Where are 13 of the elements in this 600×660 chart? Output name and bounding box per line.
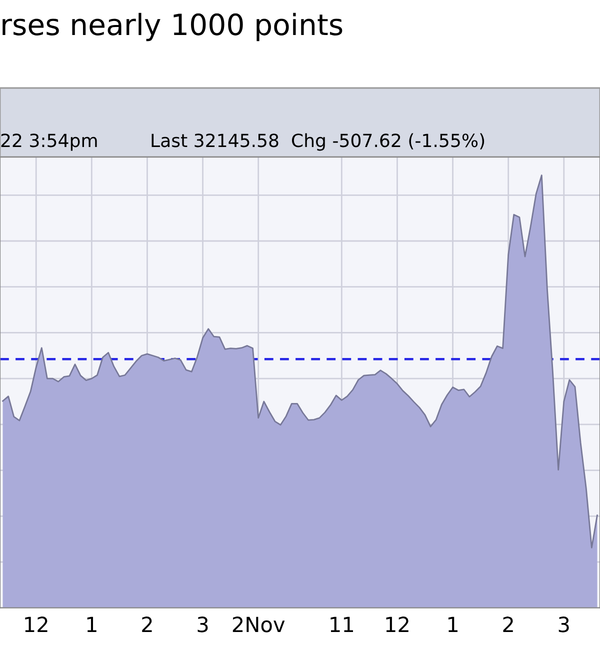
x-tick-label: 2 [503, 616, 513, 632]
x-tick-label: 12 [25, 616, 48, 632]
x-tick-label: 3 [558, 616, 569, 632]
x-tick-label: 2 [142, 616, 152, 632]
x-tick-label: 3 [198, 616, 208, 632]
x-tick-label: 2Nov [232, 616, 285, 632]
text: 22 3:54pm [1, 134, 97, 151]
x-tick-label: 1 [87, 616, 96, 632]
text: Last 32145.58 Chg -507.62 (-1.55%) [152, 133, 484, 151]
x-tick-label: 1 [448, 616, 458, 632]
chart-title: rses nearly 1000 points [2, 12, 342, 42]
x-tick-label: 11 [330, 616, 353, 632]
x-tick-label: 12 [386, 616, 408, 632]
